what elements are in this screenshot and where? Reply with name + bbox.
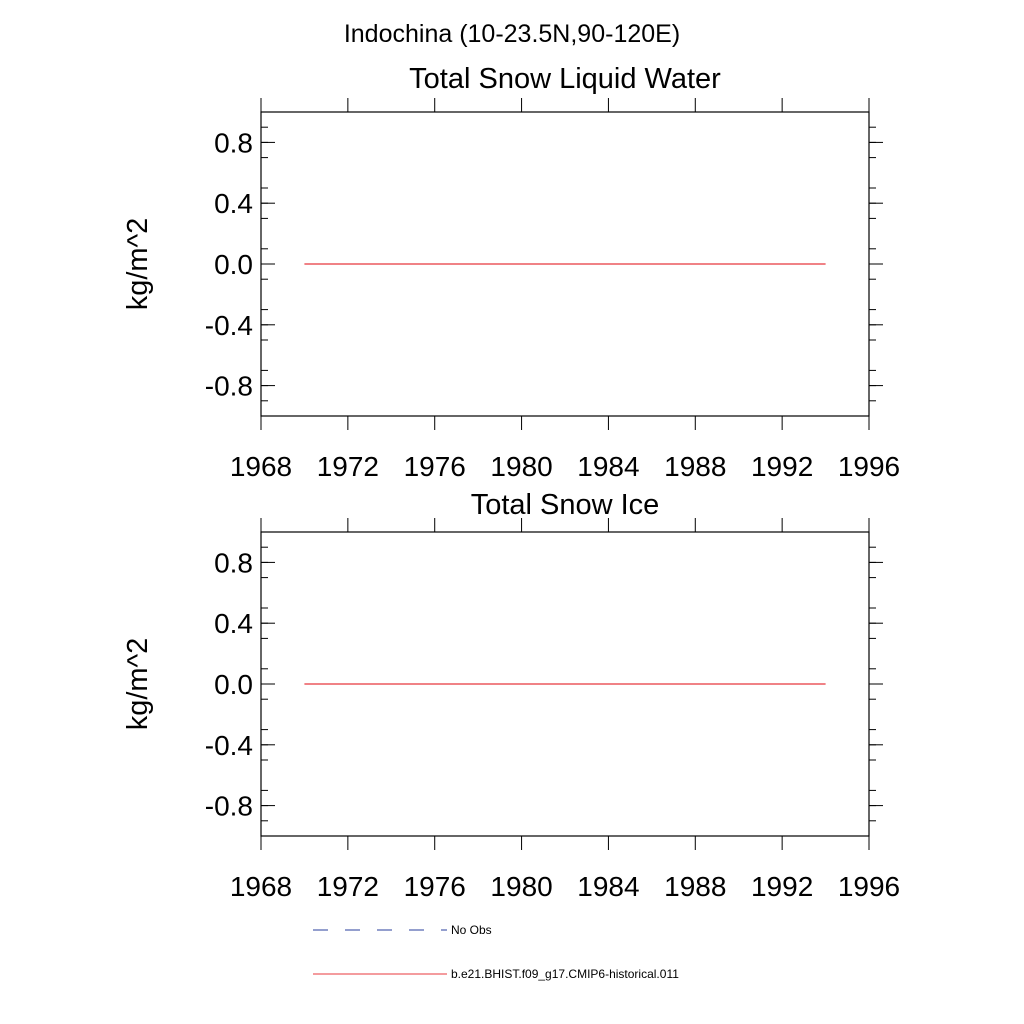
x-tick-label: 1976 xyxy=(404,451,466,482)
y-tick-label: -0.4 xyxy=(205,310,253,341)
y-tick-label: 0.4 xyxy=(214,188,253,219)
x-tick-label: 1976 xyxy=(404,871,466,902)
x-tick-label: 1996 xyxy=(838,871,900,902)
x-tick-label: 1968 xyxy=(230,871,292,902)
legend: No Obs b.e21.BHIST.f09_g17.CMIP6-histori… xyxy=(313,923,679,981)
x-tick-label: 1988 xyxy=(664,451,726,482)
y-axis-label: kg/m^2 xyxy=(122,218,154,311)
panel-title: Total Snow Liquid Water xyxy=(409,63,721,95)
y-tick-label: 0.8 xyxy=(214,547,253,578)
x-tick-label: 1972 xyxy=(317,871,379,902)
axes: 1968 1972 1976 1980 1984 1988 1992 1996 -0.8 -0.4… xyxy=(205,518,900,902)
y-tick-label: 0.4 xyxy=(214,608,253,639)
figure-title: Indochina (10-23.5N,90-120E) xyxy=(344,20,680,48)
legend-label-model: b.e21.BHIST.f09_g17.CMIP6-historical.011 xyxy=(451,967,679,981)
x-tick-label: 1968 xyxy=(230,451,292,482)
x-tick-label: 1980 xyxy=(490,871,552,902)
y-tick-label: -0.8 xyxy=(205,791,253,822)
x-tick-label: 1972 xyxy=(317,451,379,482)
x-tick-label: 1992 xyxy=(751,451,813,482)
legend-label-no-obs: No Obs xyxy=(451,923,492,937)
x-tick-label: 1996 xyxy=(838,451,900,482)
y-tick-label: 0.8 xyxy=(214,127,253,158)
panel-total-snow-ice: Total Snow Ice 1968 1972 1976 1980 1984 1988 1… xyxy=(122,489,900,902)
x-tick-label: 1988 xyxy=(664,871,726,902)
y-axis-label: kg/m^2 xyxy=(122,638,154,731)
y-tick-label: -0.4 xyxy=(205,730,253,761)
x-tick-label: 1992 xyxy=(751,871,813,902)
x-tick-label: 1984 xyxy=(577,871,639,902)
y-tick-label: 0.0 xyxy=(214,669,253,700)
panel-total-snow-liquid-water: Total Snow Liquid Water 1968 1972 1976 1980… xyxy=(122,63,900,482)
y-tick-label: -0.8 xyxy=(205,371,253,402)
panel-title: Total Snow Ice xyxy=(471,489,660,521)
y-tick-label: 0.0 xyxy=(214,249,253,280)
x-tick-label: 1984 xyxy=(577,451,639,482)
axes: 1968 1972 1976 1980 1984 1988 1992 1996 -0.8 -0.4… xyxy=(205,98,900,482)
x-tick-label: 1980 xyxy=(490,451,552,482)
